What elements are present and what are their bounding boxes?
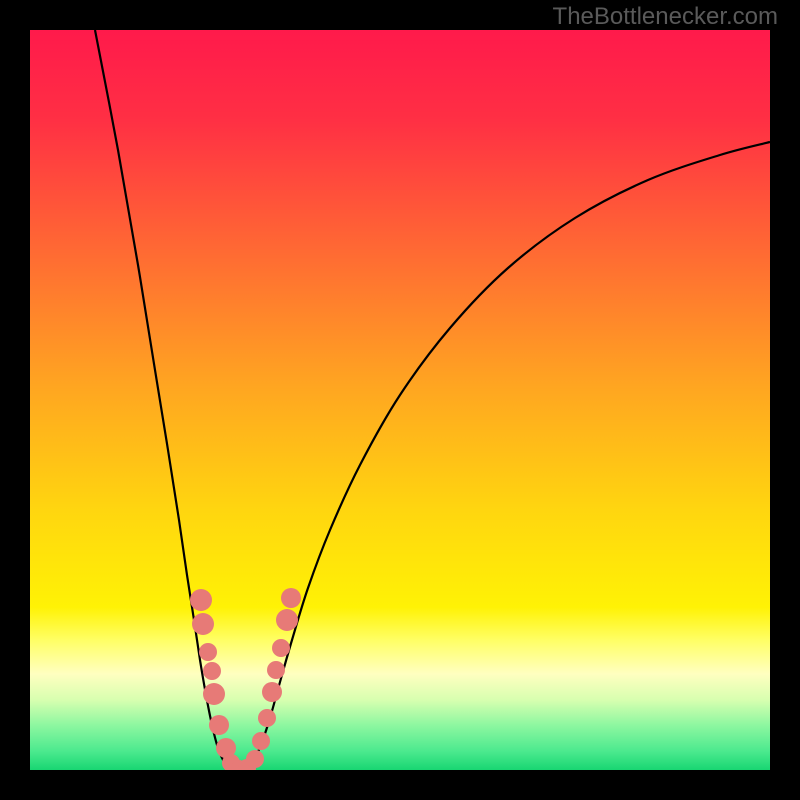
data-marker [203,683,225,705]
watermark-text: TheBottlenecker.com [553,3,778,31]
data-marker [192,613,214,635]
data-marker [267,661,285,679]
chart-frame: TheBottlenecker.com [0,0,800,800]
data-marker [281,588,301,608]
data-marker [262,682,282,702]
data-marker [276,609,298,631]
data-marker [258,709,276,727]
data-marker [252,732,270,750]
plot-area [30,30,770,770]
data-marker [209,715,229,735]
chart-svg [30,30,770,770]
data-marker [190,589,212,611]
bottleneck-curve-right [240,142,770,770]
data-marker [272,639,290,657]
data-marker [246,750,264,768]
bottleneck-curve-left [95,30,240,770]
data-marker [199,643,217,661]
data-marker [203,662,221,680]
